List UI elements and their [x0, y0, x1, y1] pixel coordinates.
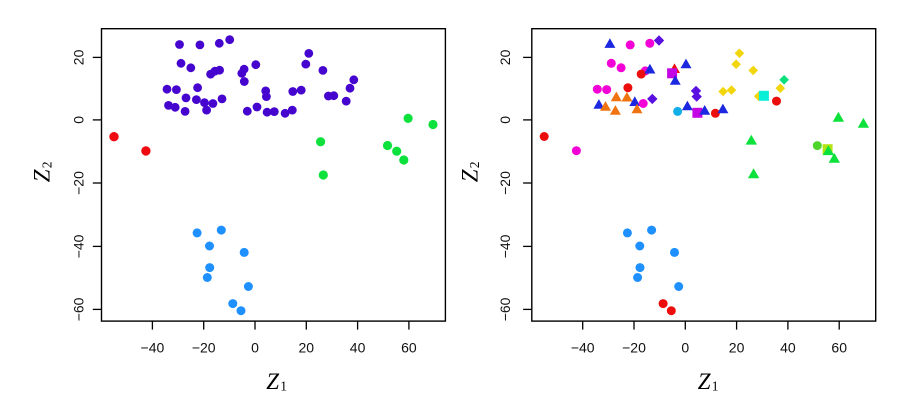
svg-text:0: 0 [70, 116, 86, 124]
svg-text:−20: −20 [622, 340, 646, 356]
svg-text:Z: Z [266, 369, 279, 394]
svg-text:40: 40 [780, 340, 796, 356]
svg-text:60: 60 [831, 340, 847, 356]
svg-text:0: 0 [251, 340, 259, 356]
svg-text:1: 1 [280, 379, 287, 394]
svg-text:−40: −40 [497, 234, 513, 258]
svg-text:−20: −20 [70, 171, 86, 195]
svg-text:−60: −60 [70, 297, 86, 321]
svg-text:0: 0 [497, 116, 513, 124]
svg-text:20: 20 [729, 340, 745, 356]
svg-text:Z: Z [698, 369, 711, 394]
svg-text:−20: −20 [497, 171, 513, 195]
svg-text:Z: Z [30, 169, 55, 182]
svg-text:Z: Z [458, 169, 483, 182]
svg-text:−40: −40 [70, 234, 86, 258]
svg-text:−40: −40 [571, 340, 595, 356]
svg-text:2: 2 [467, 161, 482, 168]
svg-text:2: 2 [39, 161, 54, 168]
svg-text:0: 0 [681, 340, 689, 356]
svg-text:−60: −60 [497, 297, 513, 321]
svg-text:1: 1 [712, 379, 719, 394]
svg-text:20: 20 [299, 340, 315, 356]
svg-text:−40: −40 [141, 340, 165, 356]
svg-text:20: 20 [497, 49, 513, 65]
svg-text:60: 60 [401, 340, 417, 356]
svg-text:20: 20 [70, 49, 86, 65]
svg-text:40: 40 [350, 340, 366, 356]
svg-text:−20: −20 [192, 340, 216, 356]
